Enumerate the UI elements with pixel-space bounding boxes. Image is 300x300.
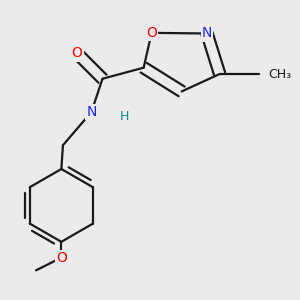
Text: O: O (146, 26, 157, 40)
Text: H: H (120, 110, 129, 123)
Text: CH₃: CH₃ (268, 68, 291, 80)
Text: N: N (202, 26, 212, 40)
Text: O: O (72, 46, 83, 60)
Text: N: N (86, 105, 97, 119)
Text: O: O (56, 250, 67, 265)
